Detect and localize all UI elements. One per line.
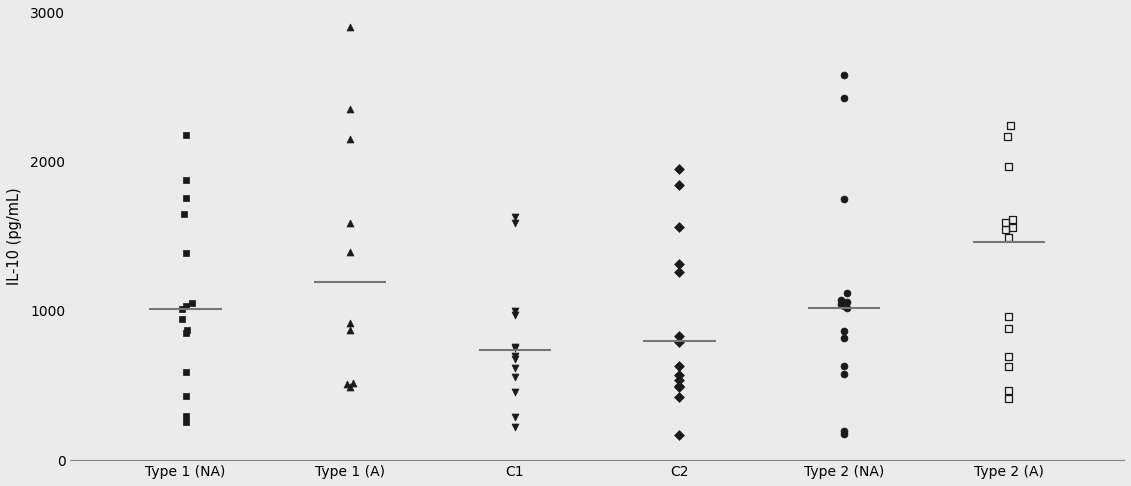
- Point: [835, 362, 853, 370]
- Point: [506, 307, 524, 315]
- Point: [671, 181, 689, 189]
- Point: [1000, 352, 1018, 360]
- Point: [176, 392, 195, 400]
- Point: [342, 319, 360, 327]
- Point: [176, 176, 195, 184]
- Point: [506, 413, 524, 421]
- Point: [671, 338, 689, 346]
- Point: [183, 299, 201, 307]
- Point: [1000, 162, 1018, 170]
- Point: [835, 71, 853, 79]
- Y-axis label: IL-10 (pg/mL): IL-10 (pg/mL): [7, 188, 21, 285]
- Point: [1000, 312, 1018, 320]
- Point: [176, 368, 195, 376]
- Point: [342, 248, 360, 256]
- Point: [1000, 363, 1018, 371]
- Point: [338, 380, 356, 388]
- Point: [671, 260, 689, 268]
- Point: [835, 94, 853, 102]
- Point: [1001, 122, 1019, 130]
- Point: [838, 298, 856, 306]
- Point: [671, 332, 689, 340]
- Point: [176, 303, 195, 311]
- Point: [671, 362, 689, 370]
- Point: [506, 343, 524, 351]
- Point: [671, 371, 689, 379]
- Point: [671, 383, 689, 391]
- Point: [506, 213, 524, 221]
- Point: [671, 224, 689, 231]
- Point: [173, 315, 191, 323]
- Point: [835, 427, 853, 435]
- Point: [835, 327, 853, 335]
- Point: [838, 289, 856, 297]
- Point: [506, 423, 524, 431]
- Point: [506, 388, 524, 396]
- Point: [176, 329, 195, 336]
- Point: [1000, 387, 1018, 395]
- Point: [1000, 394, 1018, 402]
- Point: [831, 296, 849, 304]
- Point: [175, 210, 193, 218]
- Point: [345, 380, 363, 387]
- Point: [342, 219, 360, 227]
- Point: [671, 431, 689, 439]
- Point: [176, 412, 195, 420]
- Point: [342, 23, 360, 31]
- Point: [506, 373, 524, 381]
- Point: [1003, 224, 1021, 231]
- Point: [835, 195, 853, 203]
- Point: [835, 370, 853, 378]
- Point: [342, 136, 360, 143]
- Point: [996, 226, 1015, 233]
- Point: [835, 430, 853, 438]
- Point: [671, 393, 689, 400]
- Point: [342, 327, 360, 334]
- Point: [342, 105, 360, 113]
- Point: [506, 356, 524, 364]
- Point: [342, 383, 360, 391]
- Point: [671, 268, 689, 276]
- Point: [1000, 324, 1018, 332]
- Point: [1000, 234, 1018, 242]
- Point: [506, 352, 524, 360]
- Point: [671, 376, 689, 383]
- Point: [671, 165, 689, 173]
- Point: [1003, 216, 1021, 224]
- Point: [173, 306, 191, 313]
- Point: [176, 249, 195, 257]
- Point: [831, 300, 849, 308]
- Point: [176, 418, 195, 426]
- Point: [176, 193, 195, 201]
- Point: [176, 131, 195, 139]
- Point: [506, 364, 524, 372]
- Point: [838, 304, 856, 312]
- Point: [996, 218, 1015, 226]
- Point: [178, 326, 196, 333]
- Point: [835, 334, 853, 342]
- Point: [506, 311, 524, 318]
- Point: [506, 345, 524, 352]
- Point: [835, 303, 853, 311]
- Point: [506, 219, 524, 227]
- Point: [671, 382, 689, 389]
- Point: [998, 132, 1016, 140]
